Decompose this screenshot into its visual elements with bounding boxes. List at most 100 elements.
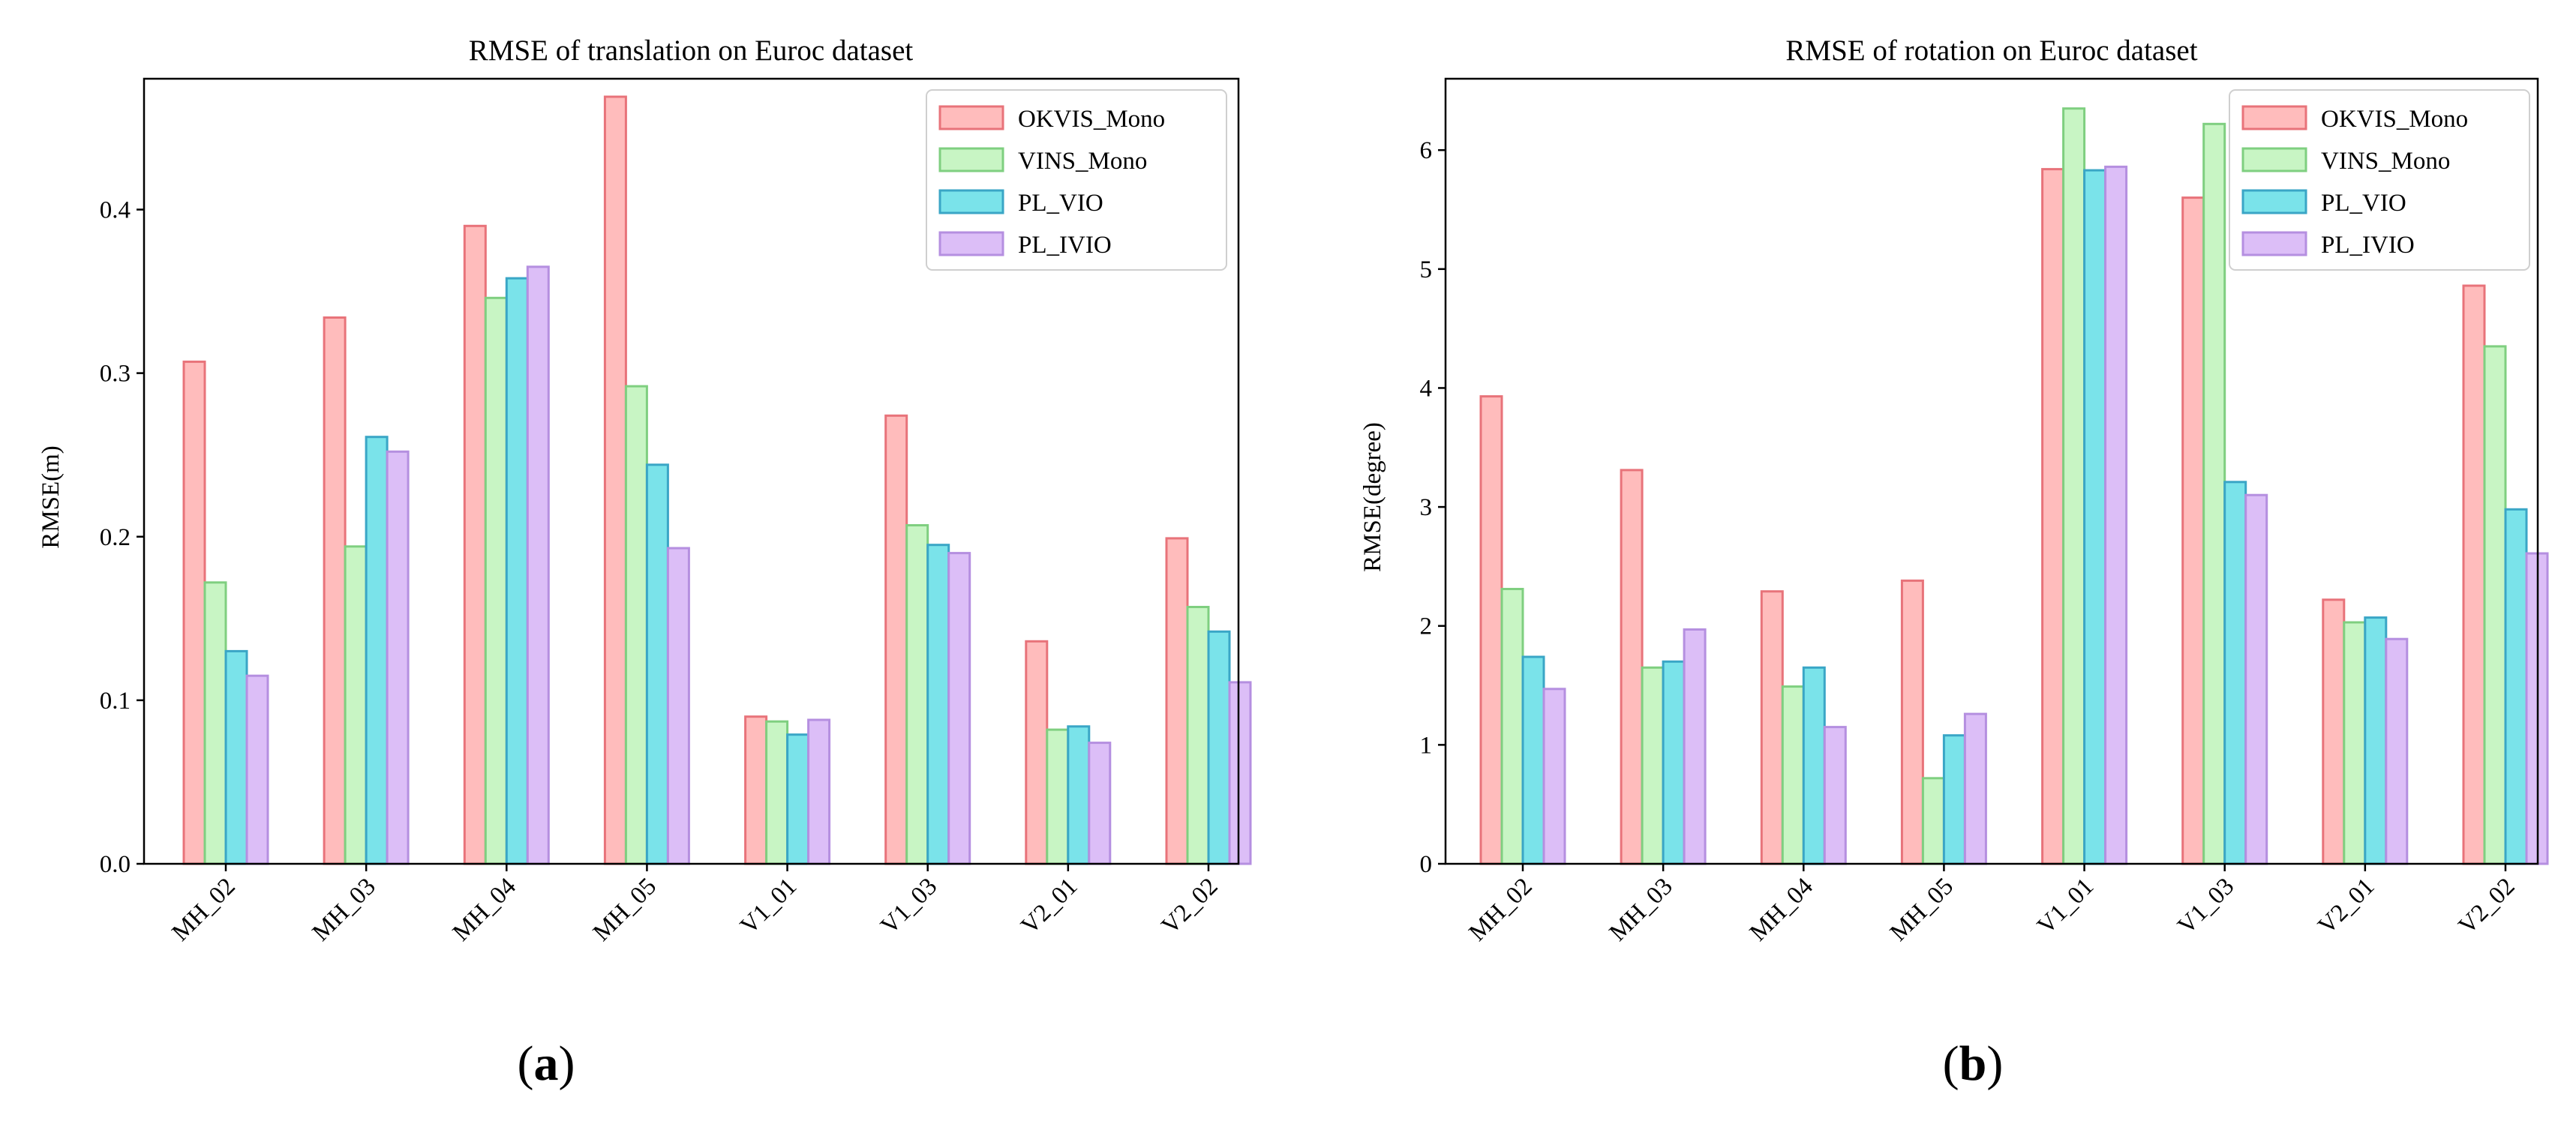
legend-swatch	[2241, 147, 2307, 172]
bar-pl-ivio-mh-03	[1683, 628, 1707, 865]
bar-vins-mono-mh-05	[624, 385, 648, 865]
bar-okvis-mono-mh-04	[1760, 590, 1784, 865]
x-ticks: MH_02 MH_03 MH_04 MH_05 V1_01 V1_03 V2_01 V2_02	[167, 864, 1223, 946]
legend-swatch	[938, 147, 1004, 172]
bar-okvis-mono-mh-02	[182, 360, 206, 865]
bar-pl-vio-v2-01	[1067, 725, 1091, 865]
bar-vins-mono-v1-03	[905, 524, 929, 865]
legend-label: OKVIS_Mono	[1018, 106, 1165, 133]
legend-label: OKVIS_Mono	[2321, 106, 2468, 133]
bar-pl-vio-v1-03	[926, 544, 950, 865]
x-tick-label: MH_04	[1745, 873, 1818, 946]
bar-okvis-mono-v2-02	[1165, 537, 1189, 865]
bar-vins-mono-v2-02	[1186, 606, 1210, 865]
y-tick-label: 3	[1420, 494, 1433, 521]
legend-label: PL_VIO	[2321, 190, 2406, 217]
plot-frame	[1444, 77, 2539, 865]
bar-vins-mono-mh-04	[1781, 685, 1805, 865]
legend: OKVIS_Mono VINS_Mono PL_VIO PL_IVIO	[2229, 89, 2530, 271]
bar-pl-vio-mh-05	[1942, 734, 1966, 865]
x-tick-label: V1_01	[2032, 873, 2099, 940]
x-tick-label: V2_02	[2454, 873, 2520, 940]
legend-box	[926, 89, 1227, 271]
bar-pl-vio-mh-02	[224, 649, 248, 865]
legend-label: PL_IVIO	[2321, 232, 2415, 259]
y-ticks: 0 1 2 3 4 5 6	[1420, 137, 1446, 878]
bar-okvis-mono-v1-01	[744, 715, 768, 865]
x-tick-label: V1_01	[735, 873, 802, 940]
x-tick-label: V2_02	[1157, 873, 1223, 940]
bar-vins-mono-mh-02	[203, 581, 227, 865]
y-axis-label: RMSE(m)	[38, 445, 65, 549]
bar-pl-ivio-v2-01	[2385, 637, 2409, 865]
y-tick-label: 0	[1420, 851, 1433, 878]
legend-label: PL_VIO	[1018, 190, 1103, 217]
x-tick-label: V2_01	[2313, 873, 2380, 940]
bar-pl-vio-mh-02	[1521, 655, 1545, 865]
bar-vins-mono-mh-04	[484, 296, 508, 865]
bar-pl-ivio-mh-05	[666, 547, 690, 865]
bar-okvis-mono-v1-03	[2181, 196, 2205, 865]
bar-vins-mono-v1-01	[765, 720, 789, 865]
bar-okvis-mono-mh-05	[1900, 579, 1924, 865]
legend-box	[2229, 89, 2530, 271]
y-tick-label: 0.3	[100, 361, 131, 388]
bar-pl-ivio-v1-01	[2104, 165, 2128, 865]
bar-pl-ivio-v2-02	[1228, 681, 1252, 865]
panel-label-a: (a)	[518, 1036, 575, 1091]
y-tick-label: 0.0	[100, 851, 131, 878]
bar-okvis-mono-mh-04	[463, 224, 487, 865]
bar-vins-mono-v2-01	[2343, 621, 2367, 865]
bar-okvis-mono-v2-02	[2462, 284, 2486, 865]
bar-pl-vio-v2-01	[2364, 616, 2388, 865]
chart-title: RMSE of translation on Euroc dataset	[469, 34, 914, 67]
plot-frame	[143, 77, 1240, 865]
bar-pl-vio-v1-01	[786, 733, 810, 865]
bar-pl-ivio-mh-03	[386, 450, 410, 865]
x-tick-label: V2_01	[1016, 873, 1083, 940]
translation-chart: RMSE of translation on Euroc dataset RMS…	[38, 34, 1252, 1091]
bar-pl-ivio-v1-01	[807, 718, 831, 865]
y-tick-label: 0.1	[100, 688, 131, 715]
bar-vins-mono-mh-05	[1921, 777, 1945, 865]
bar-pl-ivio-mh-05	[1963, 712, 1987, 865]
bar-pl-vio-mh-05	[645, 463, 669, 865]
bar-pl-ivio-v1-03	[947, 552, 971, 865]
bar-pl-vio-v1-03	[2223, 481, 2247, 865]
x-tick-label: MH_05	[588, 873, 662, 946]
bar-pl-ivio-v2-01	[1088, 742, 1112, 865]
bar-pl-ivio-mh-04	[526, 265, 550, 865]
y-tick-label: 1	[1420, 732, 1433, 759]
legend: OKVIS_Mono VINS_Mono PL_VIO PL_IVIO	[926, 89, 1227, 271]
x-tick-label: MH_04	[448, 873, 521, 946]
legend-swatch	[938, 231, 1004, 256]
y-tick-label: 0.4	[100, 197, 131, 224]
x-tick-label: MH_03	[1605, 873, 1678, 946]
legend-swatch	[2241, 105, 2307, 130]
x-tick-label: MH_02	[167, 873, 241, 946]
bars	[182, 95, 1252, 865]
bar-pl-vio-mh-04	[1802, 666, 1826, 865]
bar-okvis-mono-mh-03	[1620, 469, 1644, 865]
y-tick-label: 6	[1420, 137, 1433, 164]
bar-pl-vio-v2-02	[1207, 630, 1231, 865]
rotation-chart: RMSE of rotation on Euroc dataset RMSE(d…	[1359, 34, 2549, 1091]
y-axis-label: RMSE(degree)	[1359, 422, 1386, 572]
x-tick-label: V1_03	[2172, 873, 2239, 940]
legend-label: VINS_Mono	[1018, 148, 1147, 175]
bar-vins-mono-v1-01	[2062, 107, 2086, 865]
bar-okvis-mono-mh-05	[603, 95, 627, 865]
bar-okvis-mono-v2-01	[1025, 640, 1049, 865]
bar-okvis-mono-v1-01	[2041, 168, 2065, 865]
x-tick-label: MH_03	[308, 873, 381, 946]
bar-vins-mono-mh-03	[1641, 666, 1665, 865]
panel-label-b: (b)	[1943, 1036, 2004, 1091]
bar-vins-mono-v2-02	[2483, 345, 2507, 865]
bar-pl-ivio-mh-02	[245, 674, 269, 865]
x-tick-label: MH_02	[1464, 873, 1538, 946]
legend-label: PL_IVIO	[1018, 232, 1112, 259]
x-tick-label: V1_03	[875, 873, 942, 940]
bars	[1479, 107, 2549, 865]
bar-pl-vio-mh-03	[365, 436, 389, 865]
bar-okvis-mono-v2-01	[2322, 598, 2346, 865]
